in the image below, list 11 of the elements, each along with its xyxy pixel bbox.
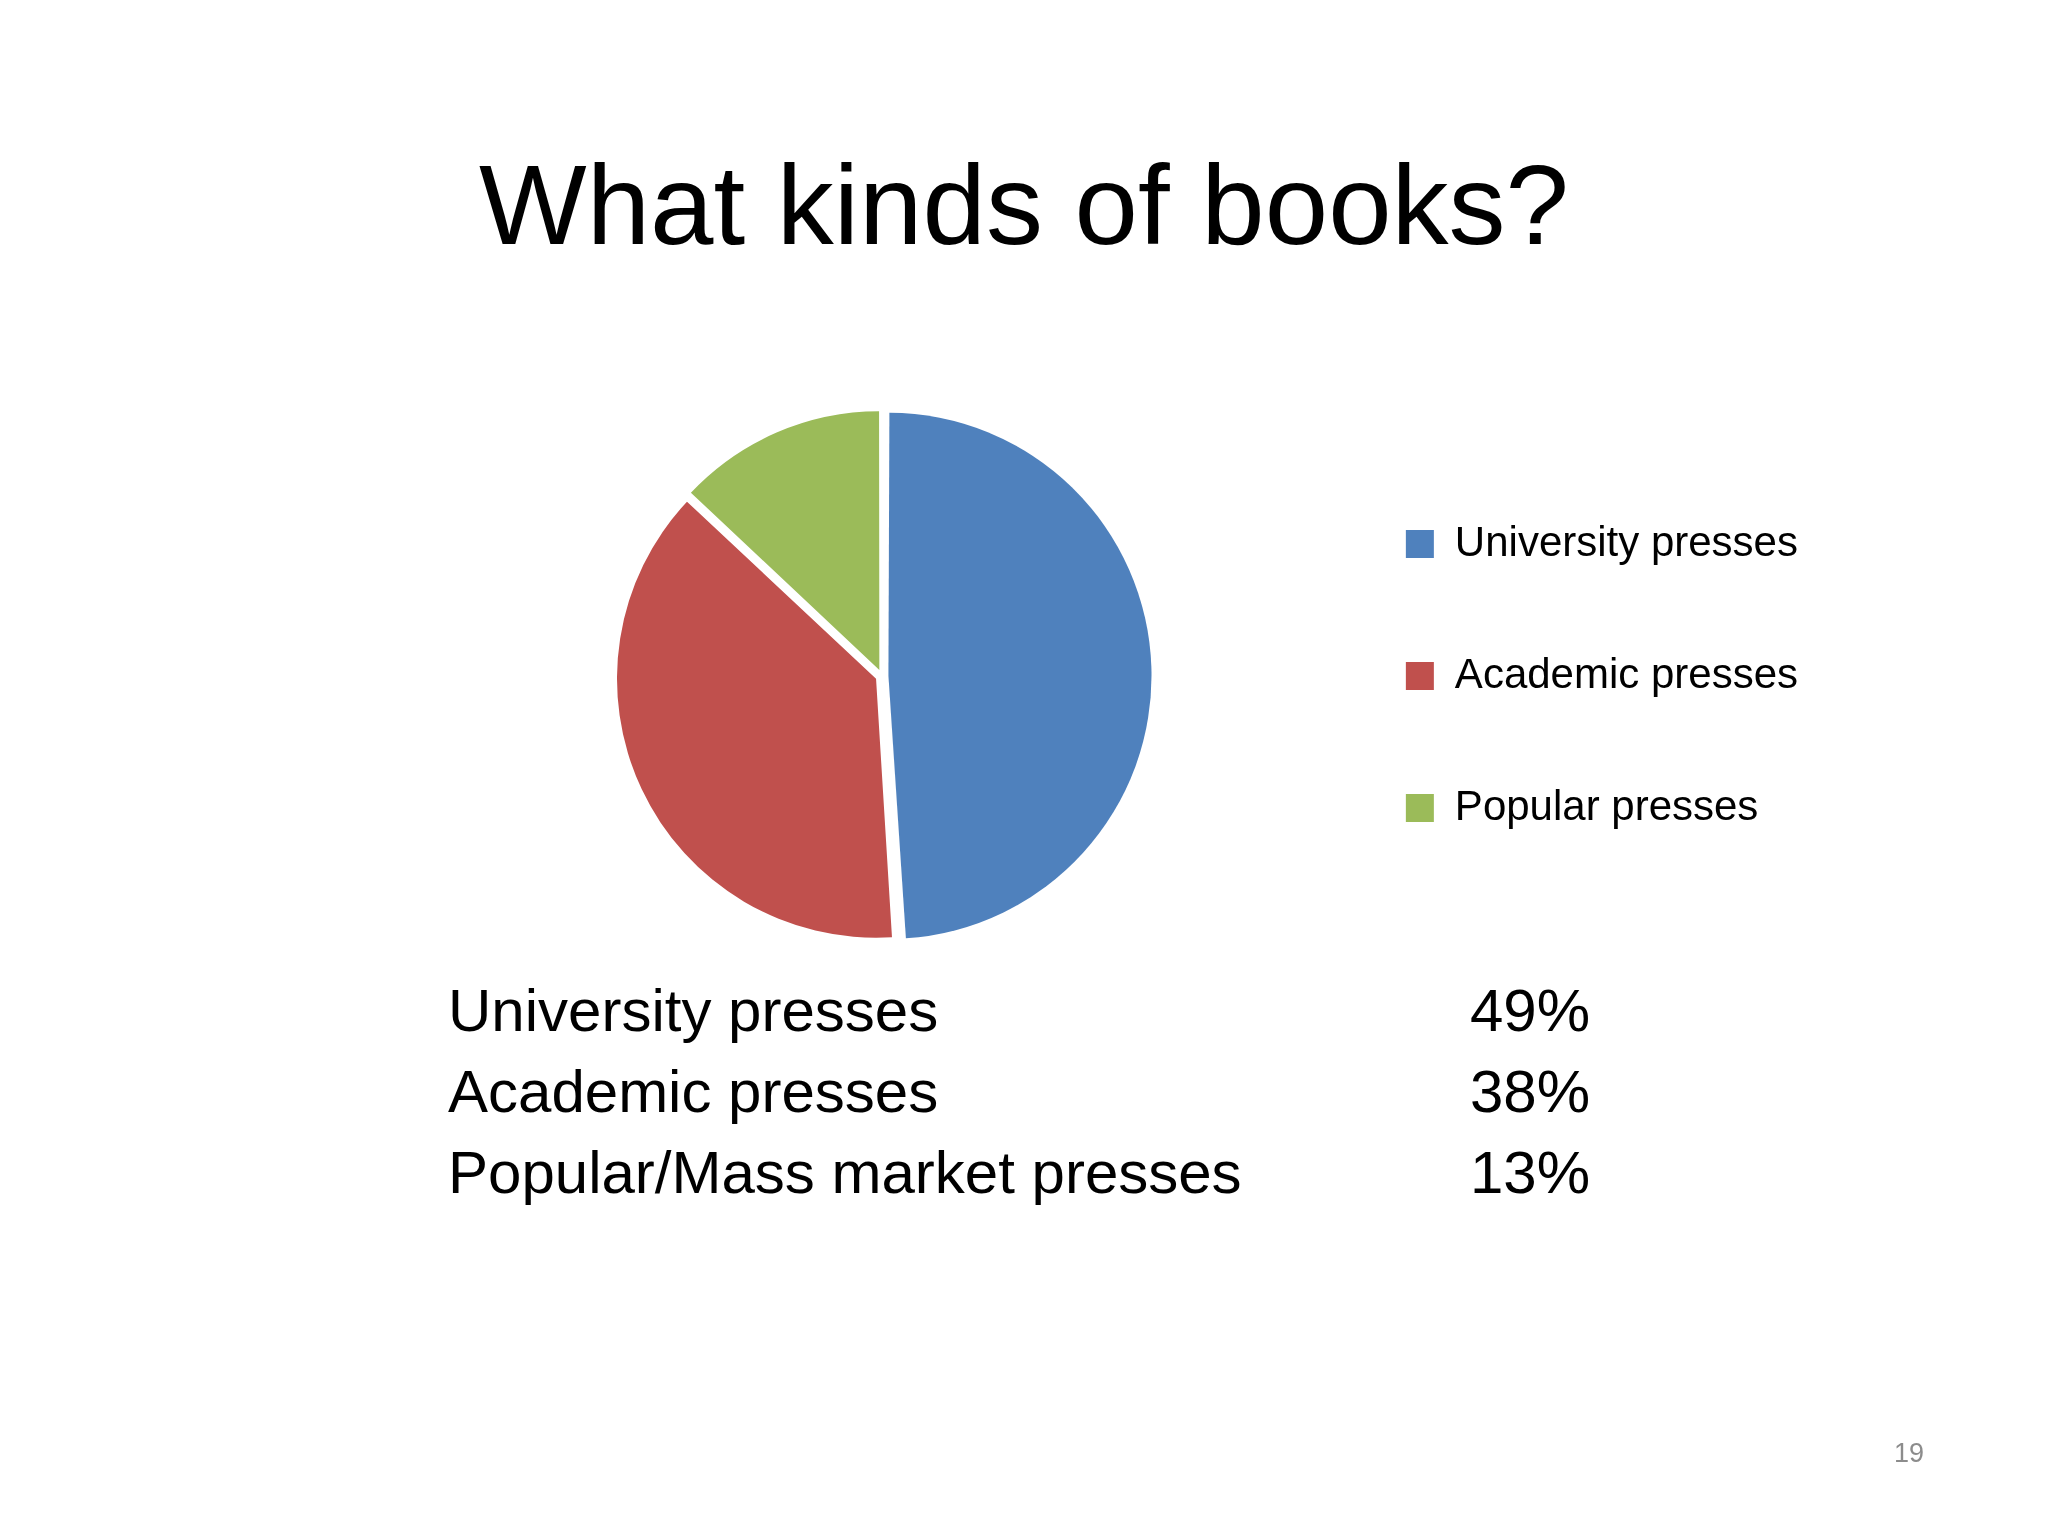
text: 49% [1470,976,1591,1046]
text: 38% [1470,1057,1591,1127]
text: Academic presses [448,1057,939,1127]
legend-label: Academic presses [1454,649,1798,697]
text: Popular/Mass market presses [448,1138,1242,1208]
legend-label: Popular presses [1454,781,1759,829]
text: 13% [1470,1138,1591,1208]
legend-label: University presses [1454,517,1798,565]
chart-title: What kinds of books? [478,140,1570,270]
text: 19 [1893,1437,1924,1470]
text: University presses [448,976,939,1046]
